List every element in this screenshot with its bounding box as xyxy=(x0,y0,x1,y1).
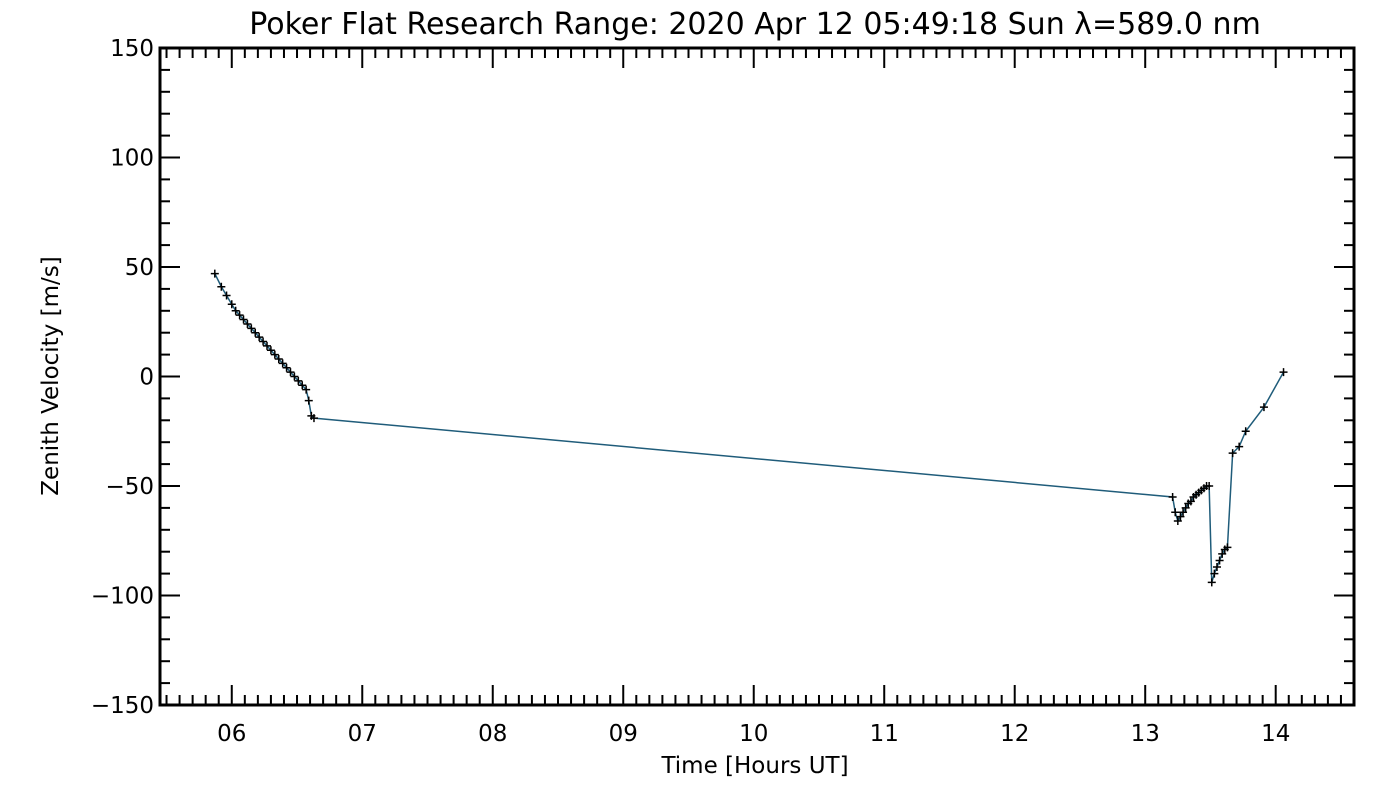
data-point-marker xyxy=(1205,482,1214,490)
data-point-marker xyxy=(1173,517,1182,526)
chart-title: Poker Flat Research Range: 2020 Apr 12 0… xyxy=(249,7,1261,42)
data-point-marker xyxy=(309,414,318,423)
data-point-marker xyxy=(1171,508,1180,517)
x-tick-label: 14 xyxy=(1261,721,1290,747)
data-point-marker xyxy=(286,368,295,377)
series-line xyxy=(214,273,1285,583)
series-layer xyxy=(210,269,1288,587)
data-point-marker xyxy=(1181,503,1190,512)
data-point-marker xyxy=(235,311,244,320)
x-tick-label: 08 xyxy=(478,721,507,747)
data-point-marker xyxy=(1212,563,1221,572)
data-point-marker xyxy=(1207,578,1216,587)
x-tick-label: 11 xyxy=(870,721,899,747)
y-axis-label: Zenith Velocity [m/s] xyxy=(38,256,64,495)
x-tick-label: 12 xyxy=(1000,721,1029,747)
data-point-marker xyxy=(1168,492,1177,501)
data-point-marker xyxy=(1279,368,1288,377)
data-point-marker xyxy=(1179,508,1188,517)
data-point-marker xyxy=(304,396,313,405)
y-axis-ticks: −150 −100 −50 0 50 100 150 xyxy=(91,36,1354,719)
data-point-marker xyxy=(217,282,226,291)
data-point-marker xyxy=(1228,449,1237,458)
data-point-marker xyxy=(263,341,272,350)
data-point-marker xyxy=(239,315,248,324)
data-point-marker xyxy=(266,346,275,355)
data-point-marker xyxy=(1186,497,1195,506)
data-point-marker xyxy=(294,376,303,385)
data-point-marker xyxy=(243,319,252,328)
x-tick-label: 13 xyxy=(1131,721,1160,747)
data-point-marker xyxy=(227,300,236,309)
data-point-marker xyxy=(290,372,299,381)
data-point-marker xyxy=(1223,543,1232,552)
x-tick-label: 06 xyxy=(217,721,246,747)
data-point-marker xyxy=(1259,403,1268,412)
x-axis-ticks: 06 07 08 09 10 11 12 13 14 xyxy=(165,48,1355,747)
y-tick-label: −150 xyxy=(91,693,154,719)
y-tick-label: 0 xyxy=(139,365,154,391)
data-point-marker xyxy=(1218,549,1227,558)
data-point-marker xyxy=(282,363,291,372)
data-point-marker xyxy=(302,385,311,394)
data-point-marker xyxy=(278,359,287,368)
data-point-marker xyxy=(1176,512,1185,521)
x-tick-label: 07 xyxy=(348,721,377,747)
data-point-marker xyxy=(210,269,219,278)
data-point-marker xyxy=(259,337,268,346)
data-point-marker xyxy=(298,381,307,390)
data-point-marker xyxy=(255,333,264,342)
data-point-marker xyxy=(251,328,260,337)
plot-frame xyxy=(158,46,1356,707)
data-point-marker xyxy=(274,354,283,363)
x-axis-label: Time [Hours UT] xyxy=(660,753,848,779)
y-tick-label: −100 xyxy=(91,584,154,610)
y-tick-label: 100 xyxy=(110,146,154,172)
data-point-marker xyxy=(1241,427,1250,436)
data-point-marker xyxy=(1215,556,1224,565)
y-tick-label: 150 xyxy=(110,36,154,62)
data-point-marker xyxy=(231,306,240,315)
data-point-marker xyxy=(1210,569,1219,578)
y-tick-label: 50 xyxy=(125,255,154,281)
x-tick-label: 10 xyxy=(739,721,768,747)
y-tick-label: −50 xyxy=(105,474,154,500)
data-point-marker xyxy=(222,291,231,300)
data-point-marker xyxy=(247,324,256,333)
x-tick-label: 09 xyxy=(609,721,638,747)
data-point-marker xyxy=(1235,442,1244,451)
data-point-marker xyxy=(270,350,279,359)
